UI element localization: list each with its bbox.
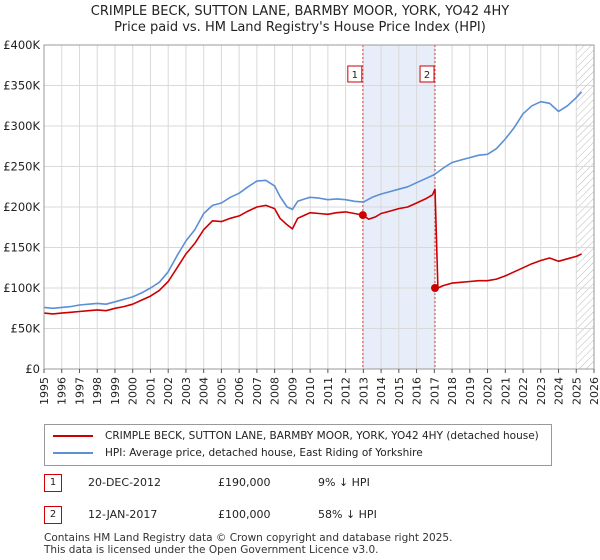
x-tick-label: 2018	[446, 377, 459, 405]
x-tick-label: 2021	[499, 377, 512, 405]
x-tick-label: 2023	[535, 377, 548, 405]
y-tick-label: £150K	[3, 241, 40, 255]
x-tick-label: 2006	[233, 377, 246, 405]
x-tick-label: 2009	[286, 377, 299, 405]
x-tick-label: 2010	[304, 377, 317, 405]
x-tick-label: 2013	[357, 377, 370, 405]
x-tick-label: 2025	[570, 377, 583, 405]
x-tick-label: 2008	[269, 377, 282, 405]
transaction-price: £190,000	[218, 476, 271, 489]
transaction-row: 1 20-DEC-2012 £190,000 9% ↓ HPI	[44, 474, 564, 492]
annotation-label: 2	[424, 70, 430, 81]
x-tick-label: 2012	[340, 377, 353, 405]
y-tick-label: £50K	[11, 322, 41, 336]
x-tick-label: 1997	[73, 377, 86, 405]
x-tick-label: 2026	[588, 377, 600, 405]
x-tick-label: 2002	[162, 377, 175, 405]
y-tick-label: £300K	[3, 119, 40, 133]
footer-line: Contains HM Land Registry data © Crown c…	[44, 532, 453, 544]
x-tick-label: 1998	[91, 377, 104, 405]
chart-subtitle: Price paid vs. HM Land Registry's House …	[114, 20, 486, 35]
y-tick-label: £350K	[3, 79, 40, 93]
annotation-box	[347, 65, 363, 83]
legend-swatch-property	[53, 435, 93, 437]
chart-title: CRIMPLE BECK, SUTTON LANE, BARMBY MOOR, …	[90, 4, 510, 19]
plot-frame	[43, 44, 595, 370]
y-tick-label: £100K	[3, 281, 40, 295]
y-tick-label: £250K	[3, 160, 40, 174]
x-tick-label: 1995	[38, 377, 51, 405]
transaction-price: £100,000	[218, 508, 271, 521]
transaction-point	[431, 284, 440, 292]
annotation-box	[419, 65, 435, 83]
x-tick-label: 1996	[56, 377, 69, 405]
transaction-date: 20-DEC-2012	[88, 476, 162, 489]
hpi-line	[44, 91, 583, 310]
x-tick-label: 2017	[428, 377, 441, 405]
x-tick-label: 2019	[464, 377, 477, 405]
x-tick-label: 2003	[180, 377, 193, 405]
y-tick-label: £400K	[3, 38, 40, 52]
x-tick-label: 2007	[251, 377, 264, 405]
x-tick-label: 2022	[517, 377, 530, 405]
footer-line: This data is licensed under the Open Gov…	[44, 544, 379, 556]
x-tick-label: 2000	[127, 377, 140, 405]
x-tick-label: 2011	[322, 377, 335, 405]
property-price-line	[44, 188, 582, 315]
price-chart: £0 £50K £100K £150K £200K £250K £300K £350K £400…	[3, 38, 600, 405]
transaction-hpi: 9% ↓ HPI	[318, 476, 370, 489]
x-tick-label: 2001	[144, 377, 157, 405]
legend: CRIMPLE BECK, SUTTON LANE, BARMBY MOOR, …	[44, 424, 552, 466]
y-tick-label: £0	[25, 362, 40, 376]
legend-swatch-hpi	[53, 452, 93, 454]
footer: Contains HM Land Registry data © Crown c…	[44, 532, 452, 556]
x-tick-label: 1999	[109, 377, 122, 405]
x-tick-label: 2016	[411, 377, 424, 405]
transaction-hpi: 58% ↓ HPI	[318, 508, 377, 521]
transaction-badge: 1	[44, 474, 62, 492]
legend-label-property: CRIMPLE BECK, SUTTON LANE, BARMBY MOOR, …	[105, 430, 539, 442]
transaction-row: 2 12-JAN-2017 £100,000 58% ↓ HPI	[44, 506, 564, 524]
transaction-date: 12-JAN-2017	[88, 508, 158, 521]
x-tick-label: 2004	[198, 377, 211, 405]
x-tick-label: 2014	[375, 377, 388, 405]
transaction-point	[358, 211, 367, 220]
legend-label-hpi: HPI: Average price, detached house, East…	[105, 447, 423, 459]
x-tick-label: 2024	[553, 377, 566, 405]
x-tick-label: 2005	[215, 377, 228, 405]
transaction-badge: 2	[44, 506, 62, 524]
x-tick-label: 2020	[482, 377, 495, 405]
x-tick-label: 2015	[393, 377, 406, 405]
annotation-label: 1	[352, 70, 358, 81]
y-tick-label: £200K	[3, 200, 40, 214]
